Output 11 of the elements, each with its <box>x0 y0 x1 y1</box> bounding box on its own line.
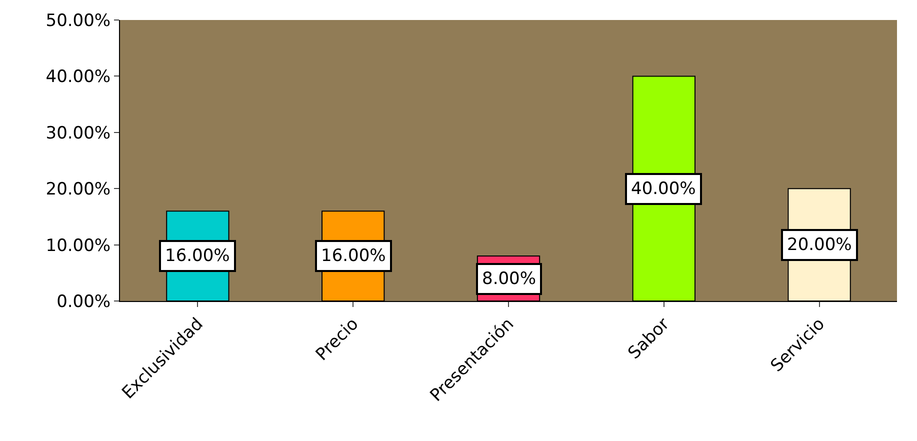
y-tick-label: 50.00% <box>46 10 111 31</box>
data-label: 20.00% <box>787 235 852 255</box>
y-tick-label: 30.00% <box>46 123 111 144</box>
data-label: 16.00% <box>165 246 230 266</box>
y-tick-label: 0.00% <box>56 292 111 312</box>
y-tick-label: 10.00% <box>46 236 111 256</box>
y-tick-label: 40.00% <box>46 67 111 88</box>
data-label: 8.00% <box>482 269 536 289</box>
y-tick-label: 20.00% <box>46 180 111 200</box>
data-label: 16.00% <box>321 246 386 266</box>
data-label: 40.00% <box>631 179 696 199</box>
